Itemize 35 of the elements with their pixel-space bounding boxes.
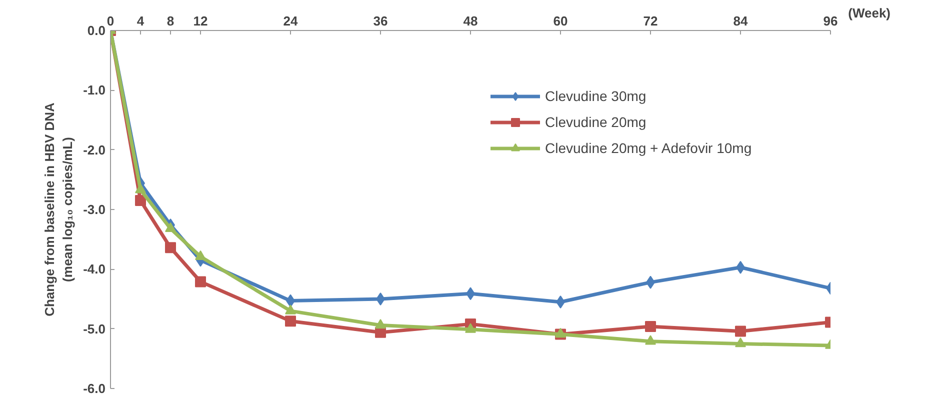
y-tick-label: -6.0 <box>83 381 106 396</box>
x-tick-label: 84 <box>733 14 748 28</box>
point <box>285 304 296 314</box>
x-tick-label: 72 <box>643 14 658 28</box>
x-tick-label: 4 <box>136 14 145 28</box>
x-axis-title: (Week) <box>848 6 891 20</box>
y-tick-label: -1.0 <box>83 82 106 98</box>
point <box>645 335 656 345</box>
x-tick-label: 8 <box>166 14 174 28</box>
point <box>285 316 296 327</box>
x-tick-label: 12 <box>193 14 208 28</box>
y-tick-label: 0.0 <box>87 23 106 38</box>
x-tick-label: 48 <box>463 14 478 28</box>
y-tick-label: -4.0 <box>83 262 106 277</box>
x-tick-label: 60 <box>553 14 568 28</box>
x-tick-label: 0 <box>106 14 114 28</box>
x-tick-label: 24 <box>283 14 298 28</box>
x-tick-label: 96 <box>823 14 838 28</box>
legend-label: Clevudine 20mg + Adefovir 10mg <box>545 140 752 156</box>
point <box>195 276 206 288</box>
point <box>735 337 746 348</box>
y-tick-label: -3.0 <box>83 202 106 217</box>
point <box>135 195 146 206</box>
point <box>645 320 656 332</box>
point <box>465 323 476 333</box>
point <box>375 318 386 329</box>
y-tick-label: -2.0 <box>83 142 106 158</box>
legend-label: Clevudine 20mg <box>545 114 646 130</box>
point <box>735 326 746 337</box>
y-tick-label: -5.0 <box>83 321 106 336</box>
legend-label: Clevudine 30mg <box>545 88 646 104</box>
x-tick-label: 36 <box>373 14 388 28</box>
point <box>195 250 206 260</box>
point <box>165 242 176 254</box>
y-axis-title: Change from baseline in HBV DNA (mean log₁₀ copies/mL) <box>42 102 76 316</box>
